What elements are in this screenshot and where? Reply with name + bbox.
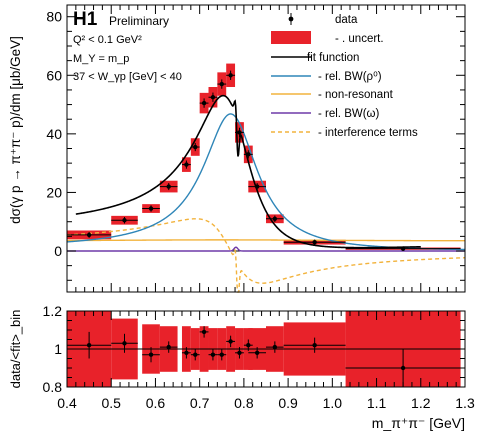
legend-entry-omega: - rel. BW(ω): [271, 108, 380, 120]
svg-text:- rel. BW(ρ⁰): - rel. BW(ρ⁰): [318, 71, 382, 83]
ratio-point-12: [248, 347, 266, 359]
data-point-14: [283, 239, 346, 245]
upper-plot-frame: [66, 4, 466, 293]
data-point-9: [226, 70, 236, 80]
svg-text:- non-resonant: - non-resonant: [318, 89, 394, 101]
lower-plot-frame: [66, 310, 466, 388]
legend-entry-uncert: - . uncert.: [271, 31, 384, 45]
data-point-15: [345, 246, 461, 251]
legend-entry-data: data: [288, 13, 358, 26]
upper-y-tick-label-3: 60: [46, 67, 62, 83]
upper-y-axis-label: dσ(γ p → π⁺π⁻ p)/dm [μb/GeV]: [8, 36, 23, 224]
ratio-panel: 0.8 1 1.2 0.4 0.5 0.6 0.7 0.8 0.9 1.0 1.1 1.2 1.3 da…: [8, 303, 475, 431]
ratio-point-15: [345, 349, 461, 387]
ratio-point-9: [226, 335, 236, 348]
curve-nonres: [67, 239, 465, 242]
data-point-1: [111, 217, 138, 224]
legend-entry-nonres: - non-resonant: [271, 89, 394, 101]
data-point-4: [181, 160, 191, 169]
svg-text:- interference terms: - interference terms: [318, 127, 418, 139]
cross-section-panel: 0 20 40 60 80 H1 Preliminary Q² < 0.1 GeV² M…: [8, 4, 466, 293]
lower-y-axis-label: data/<fit>_bin: [8, 310, 23, 389]
ratio-point-8: [217, 349, 227, 361]
ratio-point-14: [283, 337, 346, 353]
upper-y-tick-label-0: 0: [54, 243, 62, 259]
lower-axis-ticks: 0.8 1 1.2 0.4 0.5 0.6 0.7 0.8 0.9 1.0 1.1 1.2 1.3: [43, 303, 475, 411]
legend: data - . uncert. fit function - rel. BW(…: [271, 13, 418, 139]
x-tick-label-7: 1.1: [367, 395, 387, 411]
upper-y-tick-label-2: 40: [46, 126, 62, 142]
ratio-point-0: [67, 331, 112, 359]
data-point-2: [142, 205, 160, 212]
data-point-0: [67, 231, 112, 238]
data-point-6: [199, 98, 209, 108]
svg-text:- rel. BW(ω): - rel. BW(ω): [318, 108, 380, 120]
curve-omega: [67, 246, 465, 252]
legend-entry-fit: fit function: [271, 52, 359, 64]
data-points: [67, 70, 461, 251]
data-point-12: [248, 183, 266, 191]
ratio-point-5: [190, 349, 200, 361]
curve-interference: [66, 218, 466, 293]
legend-entry-rho: - rel. BW(ρ⁰): [271, 71, 382, 83]
ratio-point-6: [199, 326, 209, 338]
ratio-point-2: [142, 347, 160, 363]
fit-curves: [66, 94, 466, 293]
data-point-13: [266, 215, 284, 223]
upper-axis-ticks: 0 20 40 60 80: [46, 5, 466, 292]
ratio-point-1: [111, 333, 138, 353]
x-tick-label-3: 0.7: [190, 395, 210, 411]
experiment-label: H1: [73, 9, 98, 30]
lower-y-tick-label-1: 1: [54, 341, 62, 357]
upper-y-tick-label-1: 20: [46, 184, 62, 200]
condition-q2: Q² < 0.1 GeV²: [73, 34, 142, 46]
ratio-point-10: [235, 347, 244, 359]
data-point-11: [243, 150, 253, 159]
ratio-point-7: [208, 349, 218, 361]
uncertainty-bands: [67, 63, 461, 250]
x-tick-label-2: 0.6: [146, 395, 166, 411]
x-tick-label-4: 0.8: [234, 395, 254, 411]
x-tick-label-5: 0.9: [278, 395, 298, 411]
ratio-point-11: [243, 339, 253, 351]
x-axis-label: m_π⁺π⁻ [GeV]: [372, 415, 465, 431]
data-point-8: [217, 79, 227, 89]
x-tick-label-8: 1.2: [411, 395, 431, 411]
legend-entry-interference: - interference terms: [271, 127, 418, 139]
lower-y-tick-label-2: 1.2: [43, 303, 63, 319]
ratio-point-13: [266, 341, 284, 353]
ratio-point-3: [159, 341, 178, 353]
status-label: Preliminary: [109, 14, 169, 28]
condition-my: M_Y = m_p: [73, 53, 129, 65]
curve-fit: [75, 94, 421, 249]
x-tick-label-1: 0.5: [101, 395, 121, 411]
data-point-10: [235, 127, 244, 138]
svg-text:- . uncert.: - . uncert.: [335, 33, 384, 45]
svg-text:fit function: fit function: [307, 52, 359, 64]
lower-y-tick-label-0: 0.8: [43, 379, 63, 395]
svg-text:data: data: [335, 14, 358, 26]
x-tick-label-6: 1.0: [323, 395, 343, 411]
data-point-5: [190, 142, 200, 152]
x-tick-label-0: 0.4: [57, 395, 77, 411]
ratio-point-4: [181, 347, 191, 359]
ratio-points: [67, 326, 461, 387]
x-tick-label-9: 1.3: [455, 395, 475, 411]
data-point-7: [208, 92, 218, 102]
upper-y-tick-label-4: 80: [46, 9, 62, 25]
data-point-3: [159, 183, 178, 191]
condition-w: 37 < W_γp [GeV] < 40: [73, 71, 182, 83]
